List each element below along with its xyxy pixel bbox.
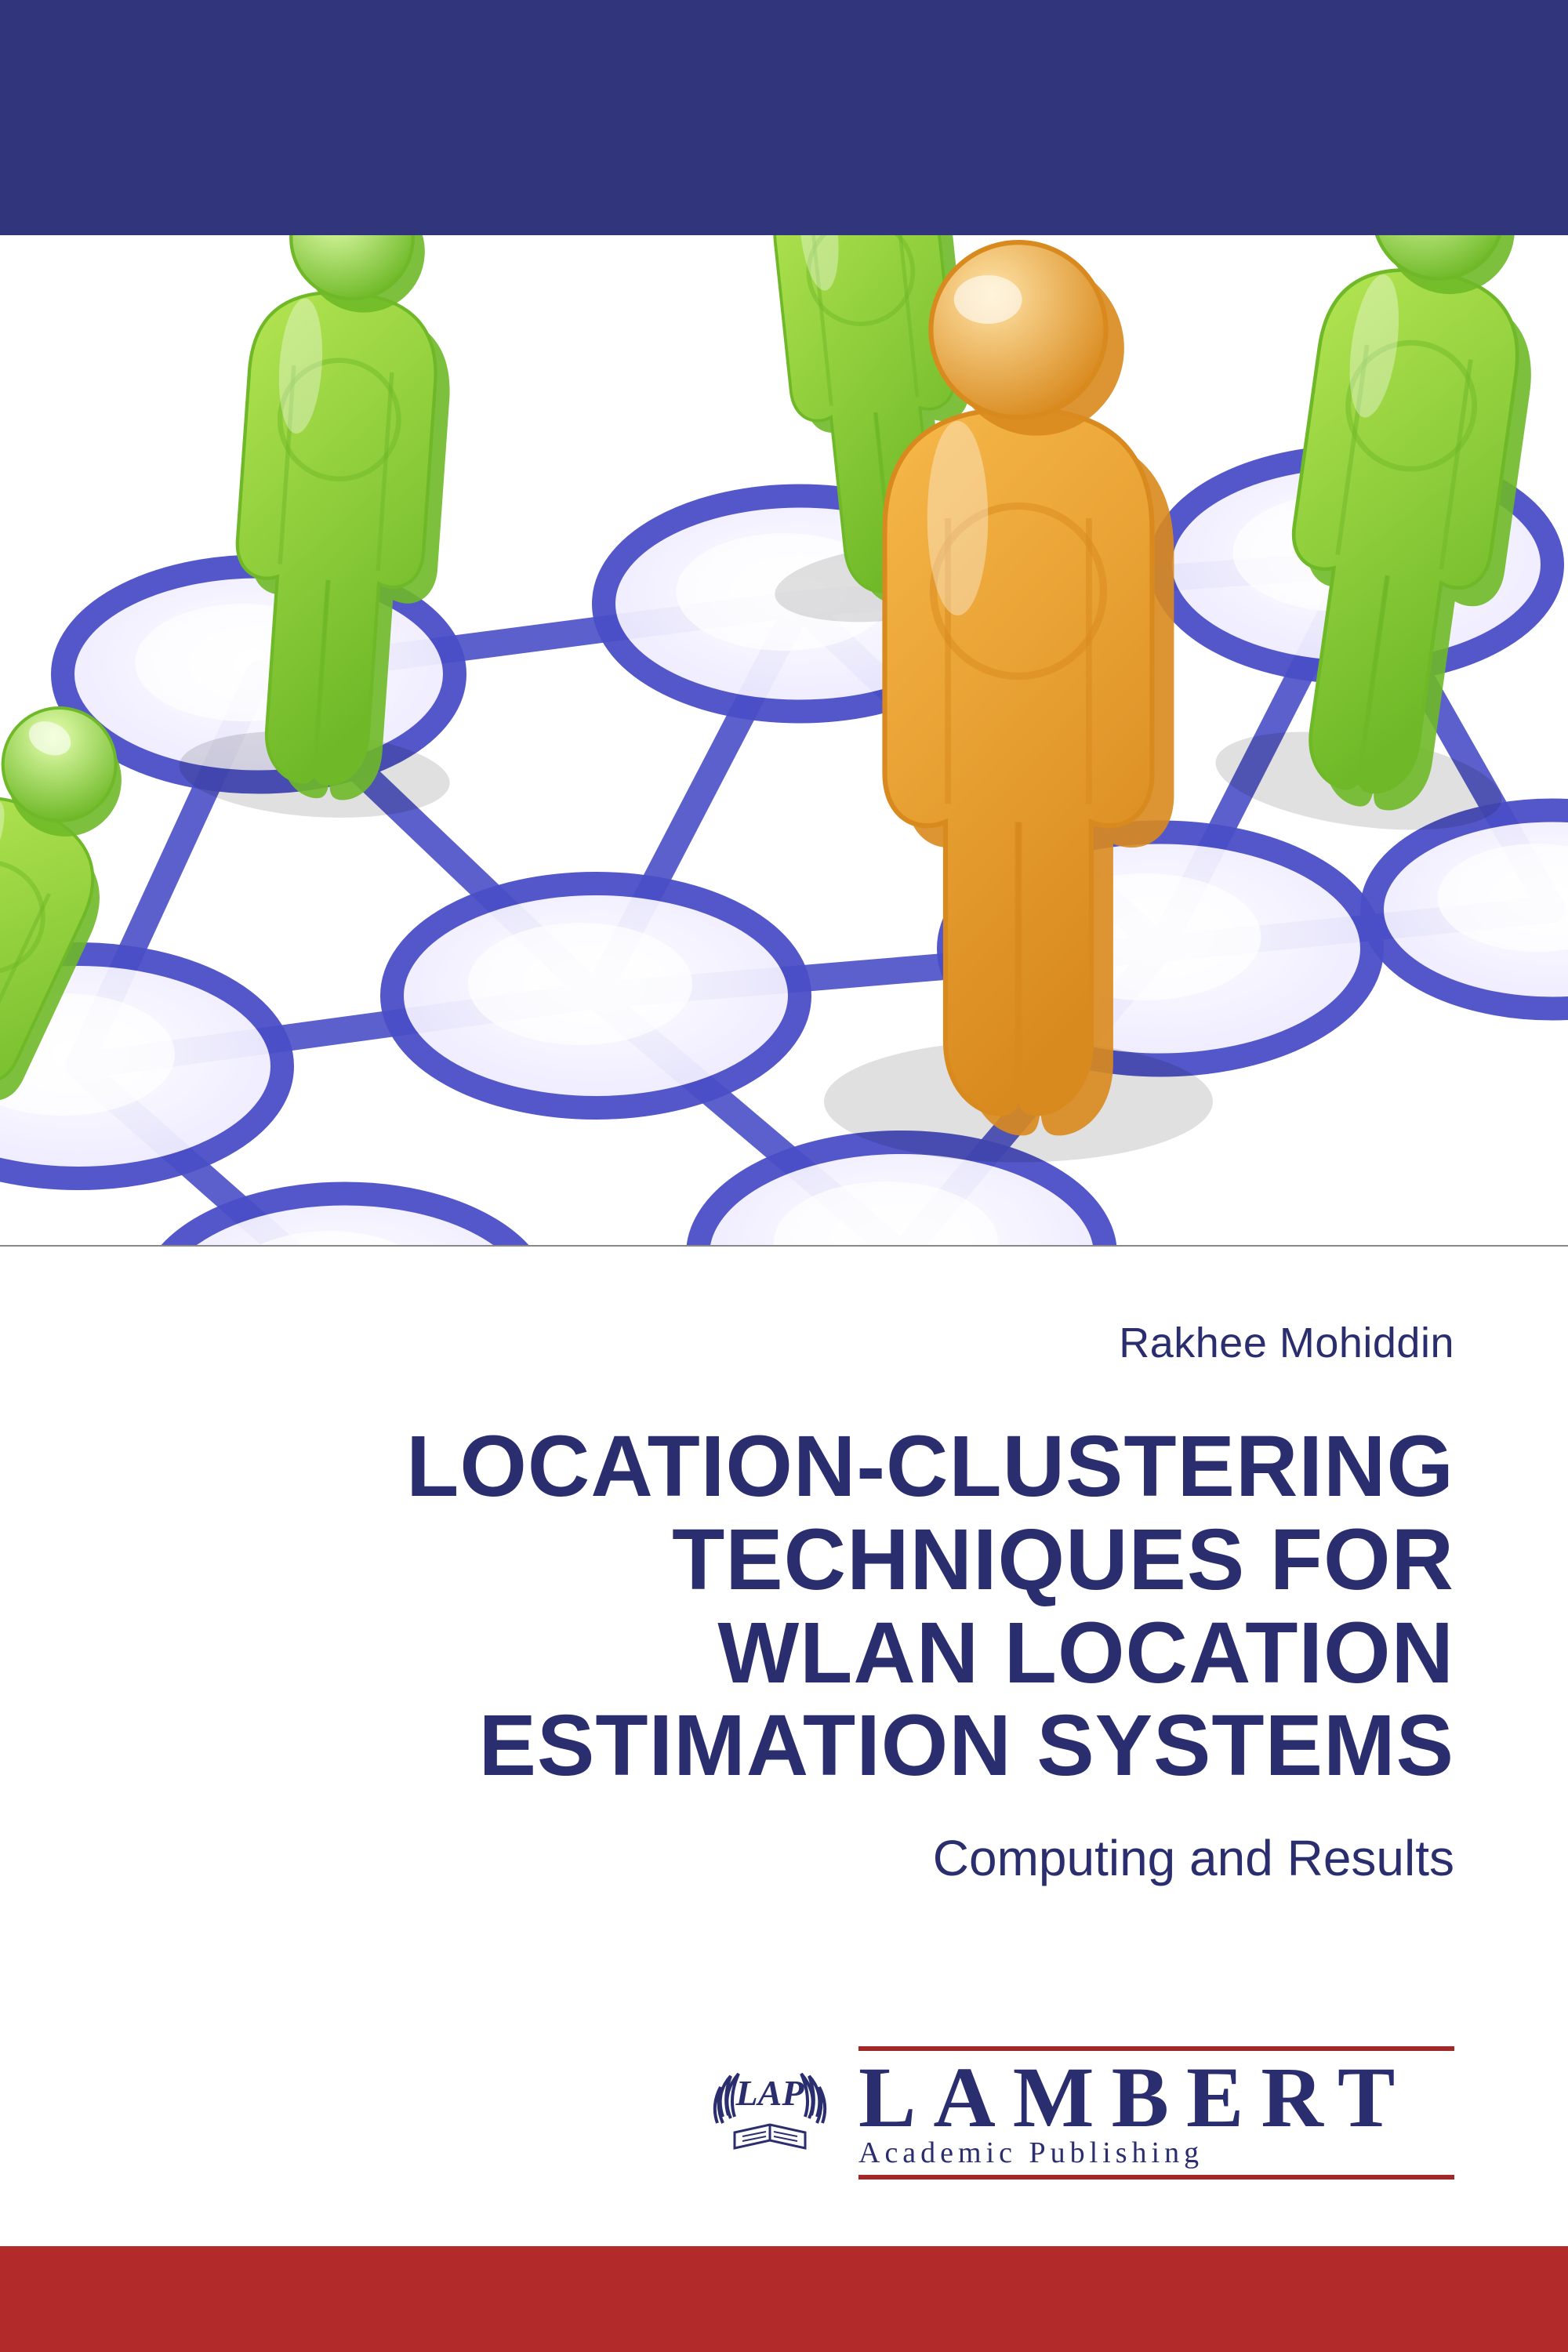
logo-badge-text: LAP xyxy=(735,2073,805,2113)
logo-bottom-rule xyxy=(858,2175,1454,2180)
book-subtitle: Computing and Results xyxy=(122,1829,1454,1887)
bottom-bar xyxy=(0,2246,1568,2352)
title-line: WLAN LOCATION xyxy=(122,1607,1454,1700)
publisher-logo: LAP LAMBERT Academic Publishing xyxy=(703,2046,1454,2180)
publisher-name: LAMBERT xyxy=(858,2051,1454,2140)
title-line: LOCATION-CLUSTERING xyxy=(122,1421,1454,1514)
title-line: TECHNIQUES FOR xyxy=(122,1514,1454,1607)
book-title: LOCATION-CLUSTERING TECHNIQUES FOR WLAN … xyxy=(122,1421,1454,1793)
hero-illustration xyxy=(0,235,1568,1247)
logo-text: LAMBERT Academic Publishing xyxy=(858,2046,1454,2180)
publisher-tagline: Academic Publishing xyxy=(858,2136,1454,2175)
top-bar xyxy=(0,0,1568,235)
author-name: Rakhee Mohiddin xyxy=(122,1319,1454,1367)
network-figures-svg xyxy=(0,235,1568,1247)
logo-emblem: LAP xyxy=(703,2062,837,2164)
title-line: ESTIMATION SYSTEMS xyxy=(122,1700,1454,1793)
cover-text-block: Rakhee Mohiddin LOCATION-CLUSTERING TECH… xyxy=(122,1319,1454,1887)
